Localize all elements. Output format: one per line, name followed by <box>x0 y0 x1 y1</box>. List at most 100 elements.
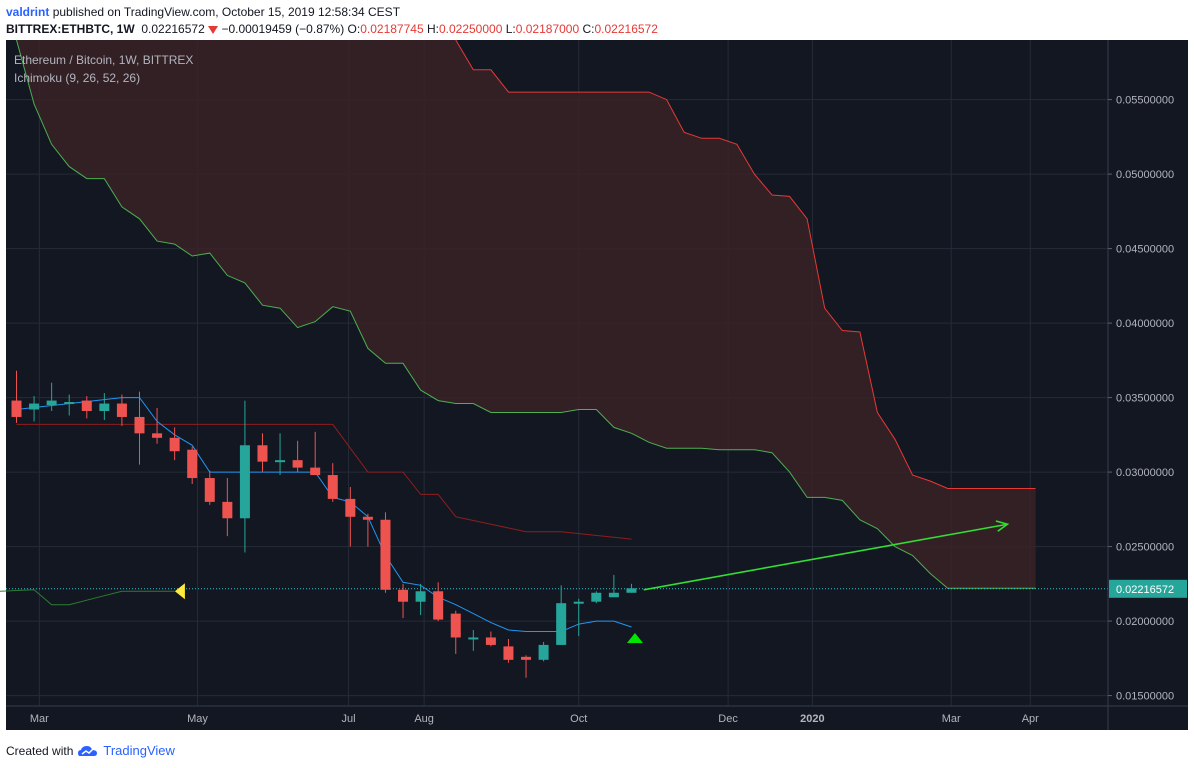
low-label: L: <box>505 22 516 36</box>
y-tick-label: 0.04000000 <box>1116 318 1174 330</box>
price-axis[interactable]: 0.01500000 0.02000000 0.02500000 0.03000000… <box>1108 95 1187 703</box>
candle-body <box>116 403 127 417</box>
candle-down[interactable] <box>187 446 198 484</box>
senkou-span-a-line <box>16 39 1036 589</box>
candle-body <box>608 592 619 598</box>
annotations <box>174 520 1010 643</box>
candle-up[interactable] <box>64 394 75 416</box>
candle-body <box>46 400 57 406</box>
candle-down[interactable] <box>362 513 373 547</box>
candle-up[interactable] <box>556 585 567 645</box>
candle-up[interactable] <box>275 433 286 476</box>
x-tick-label: 2020 <box>800 713 824 725</box>
trend-arrow-line <box>643 523 1008 591</box>
open-label: O: <box>347 22 361 36</box>
y-tick-label: 0.05500000 <box>1116 95 1174 107</box>
tradingview-cloud-icon <box>78 745 98 756</box>
trend-arrow-head-icon <box>995 520 1010 532</box>
tradingview-brand[interactable]: TradingView <box>103 743 175 758</box>
time-axis[interactable]: Mar May Jul Aug Oct Dec 2020 Mar Apr <box>30 713 1039 725</box>
candle-down[interactable] <box>450 610 461 654</box>
candle-down[interactable] <box>345 486 356 547</box>
candle-body <box>239 445 250 519</box>
candle-body <box>292 460 303 468</box>
candle-body <box>169 437 180 452</box>
symbol-label: BITTREX:ETHBTC, 1W <box>6 22 135 36</box>
lagging-span-line <box>0 589 175 606</box>
candle-body <box>573 601 584 604</box>
candle-up[interactable] <box>591 591 602 604</box>
candle-down[interactable] <box>485 631 496 647</box>
ohlc-header: BITTREX:ETHBTC, 1W 0.02216572 −0.0001945… <box>6 22 658 36</box>
candle-body <box>503 646 514 660</box>
conversion-line <box>16 397 632 632</box>
candle-down[interactable] <box>327 463 338 502</box>
y-tick-label: 0.03000000 <box>1116 467 1174 479</box>
candle-up[interactable] <box>239 400 250 553</box>
candle-down[interactable] <box>310 431 321 476</box>
candle-down[interactable] <box>257 433 268 473</box>
y-tick-label: 0.02500000 <box>1116 542 1174 554</box>
candle-up[interactable] <box>46 382 57 411</box>
candle-body <box>626 588 637 593</box>
candle-up[interactable] <box>573 598 584 636</box>
candle-down[interactable] <box>169 427 180 461</box>
candle-down[interactable] <box>222 478 233 537</box>
close-value: 0.02216572 <box>594 22 658 36</box>
candle-body <box>521 656 532 660</box>
x-tick-label: Jul <box>342 713 356 725</box>
author-name[interactable]: valdrint <box>6 5 50 19</box>
ichimoku-lines <box>0 39 1108 632</box>
y-tick-label: 0.01500000 <box>1116 691 1174 703</box>
candle-down[interactable] <box>204 470 215 505</box>
candle-up[interactable] <box>29 396 40 422</box>
y-tick-label: 0.02000000 <box>1116 616 1174 628</box>
candle-down[interactable] <box>503 638 514 663</box>
current-price-tag <box>1109 579 1187 598</box>
candle-body <box>345 498 356 517</box>
candle-body <box>29 403 40 410</box>
candle-down[interactable] <box>134 391 145 465</box>
candle-up[interactable] <box>99 393 110 420</box>
base-line <box>16 423 632 540</box>
candle-up[interactable] <box>538 641 549 662</box>
y-tick-label: 0.05000000 <box>1116 169 1174 181</box>
x-tick-label: Oct <box>570 713 587 725</box>
low-value: 0.02187000 <box>515 22 580 36</box>
candle-up[interactable] <box>415 583 426 616</box>
candle-body <box>257 445 268 462</box>
created-with-text: Created with <box>6 743 74 758</box>
x-tick-label: Mar <box>942 713 961 725</box>
candle-down[interactable] <box>398 583 409 619</box>
candle-down[interactable] <box>433 582 444 622</box>
candle-up[interactable] <box>626 583 637 593</box>
candle-body <box>134 416 145 434</box>
high-label: H: <box>426 22 439 36</box>
candle-down[interactable] <box>380 512 391 593</box>
close-label: C: <box>582 22 595 36</box>
candle-down[interactable] <box>116 394 127 426</box>
candlesticks[interactable] <box>11 370 637 678</box>
kumo-cloud-fill <box>16 40 1036 589</box>
current-price-label: 0.02216572 <box>1116 584 1174 596</box>
x-tick-label: Aug <box>414 713 434 725</box>
indicator-legend[interactable]: Ichimoku (9, 26, 52, 26) <box>14 71 140 85</box>
candle-up[interactable] <box>468 630 479 651</box>
candle-body <box>556 603 567 645</box>
candle-down[interactable] <box>521 655 532 678</box>
candle-up[interactable] <box>608 574 619 598</box>
candle-body <box>450 613 461 638</box>
candle-down[interactable] <box>152 408 163 444</box>
candle-down[interactable] <box>11 370 22 423</box>
candle-body <box>362 516 373 520</box>
candle-down[interactable] <box>292 440 303 473</box>
candle-down[interactable] <box>81 396 92 419</box>
candle-body <box>380 519 391 590</box>
x-tick-label: May <box>187 713 208 725</box>
y-tick-label: 0.04500000 <box>1116 244 1174 256</box>
candle-body <box>398 589 409 602</box>
candle-body <box>485 637 496 645</box>
high-value: 0.02250000 <box>438 22 503 36</box>
candle-body <box>591 592 602 602</box>
